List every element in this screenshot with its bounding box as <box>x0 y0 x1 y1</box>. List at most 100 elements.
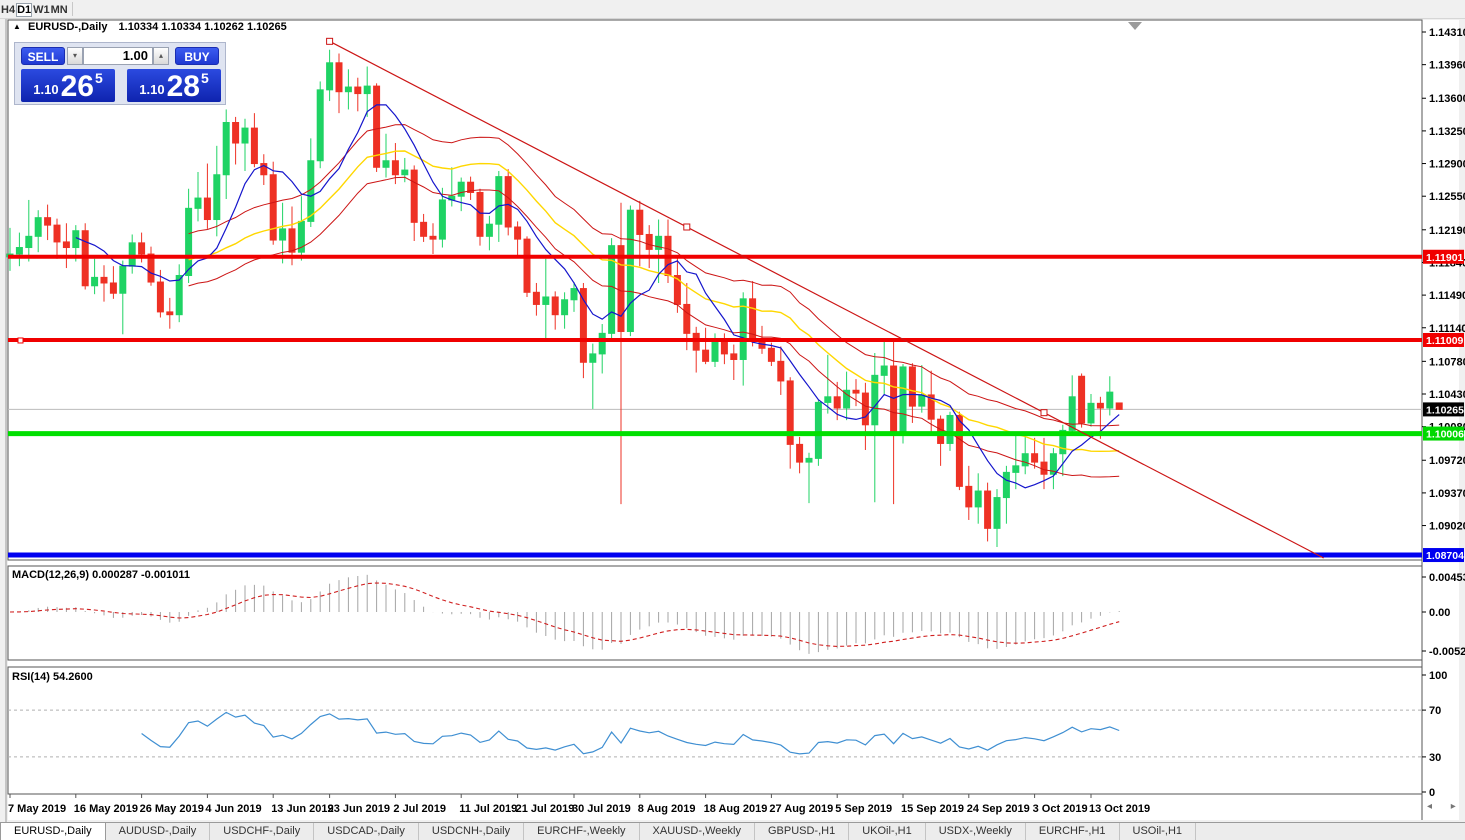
date-label: 8 Aug 2019 <box>638 803 696 815</box>
chart-tabs-bar: EURUSD-,Daily AUDUSD-,Daily USDCHF-,Daily U… <box>0 822 1465 840</box>
date-label: 7 May 2019 <box>8 803 66 815</box>
ma-mid-yellow <box>188 150 1120 453</box>
date-label: 23 Jun 2019 <box>328 803 390 815</box>
tab-ukoil-h1[interactable]: UKOil-,H1 <box>849 823 926 840</box>
tab-gbpusd-h1[interactable]: GBPUSD-,H1 <box>755 823 850 840</box>
price-tick-label: 1.11490 <box>1429 290 1465 302</box>
price-tick-label: 1.13600 <box>1429 93 1465 105</box>
date-label: 27 Aug 2019 <box>769 803 833 815</box>
tab-usdcnh-daily[interactable]: USDCNH-,Daily <box>419 823 525 840</box>
tab-xauusd-weekly[interactable]: XAUUSD-,Weekly <box>640 823 755 840</box>
tab-eurchf-h1[interactable]: EURCHF-,H1 <box>1026 823 1120 840</box>
date-label: 26 May 2019 <box>140 803 204 815</box>
price-tag-1.11009: 1.11009 <box>1426 335 1464 347</box>
macd-axis-label: 0.004536 <box>1429 572 1465 584</box>
envelope-upper <box>188 124 1120 427</box>
date-label: 21 Jul 2019 <box>516 803 575 815</box>
rsi-indicator-label: RSI(14) 54.2600 <box>12 671 93 683</box>
price-tick-label: 1.13250 <box>1429 126 1465 138</box>
timeframe-toolbar: H4 D1 W1MN <box>0 0 1465 19</box>
macd-axis-label: 0.00 <box>1429 607 1450 619</box>
date-label: 3 Oct 2019 <box>1033 803 1088 815</box>
price-tick-label: 1.11140 <box>1429 323 1465 335</box>
rsi-line <box>141 711 1120 755</box>
tab-eurchf-weekly[interactable]: EURCHF-,Weekly <box>524 823 640 840</box>
chart-symbol-period: EURUSD-,Daily <box>27 21 108 33</box>
price-tick-label: 1.14310 <box>1429 27 1465 39</box>
buy-price-base: 1.10 <box>139 82 165 97</box>
price-tick-label: 1.12550 <box>1429 191 1465 203</box>
horizontal-level-lines[interactable] <box>8 254 1422 558</box>
price-tag-1.10265: 1.10265 <box>1426 404 1464 416</box>
tab-usdchf-daily[interactable]: USDCHF-,Daily <box>210 823 315 840</box>
rsi-axis-label: 30 <box>1429 752 1441 764</box>
price-tick-label: 1.10780 <box>1429 356 1465 368</box>
macd-axis-label: -0.005205 <box>1429 646 1465 658</box>
sell-price-big-digits: 26 <box>60 70 94 103</box>
date-label: 16 May 2019 <box>74 803 138 815</box>
price-tick-label: 1.09020 <box>1429 521 1465 533</box>
date-axis-scroll-arrows[interactable]: ◂ ▸ <box>1427 801 1464 812</box>
date-label: 30 Jul 2019 <box>572 803 631 815</box>
tab-audusd-daily[interactable]: AUDUSD-,Daily <box>106 823 211 840</box>
tab-usdx-weekly[interactable]: USDX-,Weekly <box>926 823 1026 840</box>
collapse-triangle-icon[interactable]: ▲ <box>13 22 21 31</box>
descending-trendline[interactable] <box>326 37 1324 559</box>
tab-usdcad-daily[interactable]: USDCAD-,Daily <box>314 823 419 840</box>
price-tick-label: 1.09370 <box>1429 488 1465 500</box>
tab-usoil-h1[interactable]: USOil-,H1 <box>1120 823 1197 840</box>
chart-ohlc-values: 1.10334 1.10334 1.10262 1.10265 <box>118 21 287 33</box>
macd-indicator-label: MACD(12,26,9) 0.000287 -0.001011 <box>12 569 190 581</box>
buy-price-big-digits: 28 <box>166 70 200 103</box>
rsi-axis-label: 0 <box>1429 787 1435 799</box>
date-label: 24 Sep 2019 <box>967 803 1030 815</box>
timeframe-button-d1[interactable]: D1 <box>16 3 33 17</box>
buy-button[interactable]: BUY <box>175 47 219 65</box>
sell-price-box[interactable]: 1.10 26 5 <box>21 69 115 102</box>
buy-price-box[interactable]: 1.10 28 5 <box>127 69 221 102</box>
sell-price-base: 1.10 <box>33 82 59 97</box>
hline-handle[interactable] <box>17 337 24 344</box>
macd-signal-line <box>9 582 1120 647</box>
date-label: 15 Sep 2019 <box>901 803 964 815</box>
price-tick-label: 1.12900 <box>1429 159 1465 171</box>
date-label: 5 Sep 2019 <box>835 803 892 815</box>
volume-increase-button[interactable]: ▴ <box>153 47 169 65</box>
date-label: 13 Jun 2019 <box>271 803 333 815</box>
tab-eurusd-daily[interactable]: EURUSD-,Daily <box>0 823 106 840</box>
price-tick-label: 1.12190 <box>1429 225 1465 237</box>
rsi-axis-label: 70 <box>1429 705 1441 717</box>
chart-shift-marker[interactable] <box>1128 22 1142 30</box>
timeframe-button-w1[interactable]: W1 <box>33 4 50 16</box>
date-label: 13 Oct 2019 <box>1089 803 1150 815</box>
volume-input[interactable]: 1.00 <box>83 47 153 65</box>
pane-backgrounds <box>0 18 1465 822</box>
indicator-axes: 0.004536 0.00 -0.005205 100 70 30 0 <box>1422 572 1465 799</box>
sell-button[interactable]: SELL <box>21 47 65 65</box>
price-tick-label: 1.10430 <box>1429 389 1465 401</box>
chart-canvas[interactable]: 1.14310 1.13960 1.13600 1.13250 1.12900 1.125… <box>0 0 1465 822</box>
price-tags: 1.11901 1.11009 1.10265 1.10006 1.08704 <box>1423 249 1464 563</box>
timeframe-button-mn[interactable]: MN <box>50 4 68 16</box>
trendline-anchor[interactable] <box>683 223 691 231</box>
date-label: 11 Jul 2019 <box>459 803 517 815</box>
date-label: 18 Aug 2019 <box>704 803 768 815</box>
rsi-axis-label: 100 <box>1429 670 1447 682</box>
date-axis: 7 May 2019 16 May 2019 26 May 2019 4 Jun 20… <box>8 794 1150 815</box>
volume-decrease-button[interactable]: ▾ <box>67 47 83 65</box>
candles-up <box>6 49 1114 548</box>
chart-title: ▲ EURUSD-,Daily 1.10334 1.10334 1.10262 … <box>13 21 287 33</box>
price-tag-1.10006: 1.10006 <box>1426 429 1464 441</box>
date-label: 2 Jul 2019 <box>393 803 446 815</box>
buy-price-pip-digit: 5 <box>200 70 209 86</box>
trendline-anchor[interactable] <box>1040 409 1048 417</box>
sell-price-pip-digit: 5 <box>94 70 103 86</box>
envelope-lower <box>188 176 1120 478</box>
toolbar-separator <box>71 2 73 16</box>
macd-histogram <box>18 574 1120 654</box>
trendline-anchor[interactable] <box>326 37 334 45</box>
timeframe-button-h4[interactable]: H4 <box>1 4 16 16</box>
price-tick-label: 1.09720 <box>1429 455 1465 467</box>
ma-fast-blue <box>75 104 1120 489</box>
